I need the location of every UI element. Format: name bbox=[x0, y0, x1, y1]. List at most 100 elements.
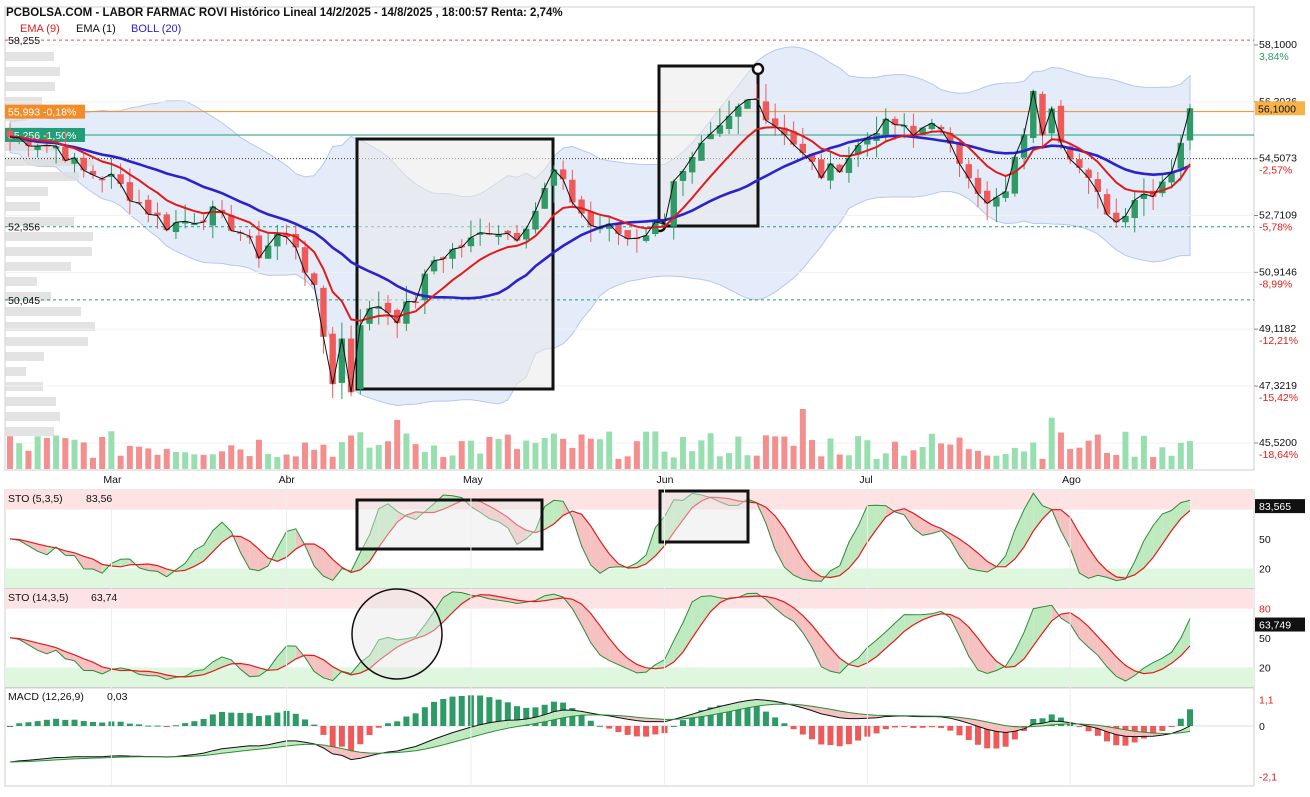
sto-fill bbox=[987, 651, 996, 674]
volume-profile-bar bbox=[5, 187, 48, 196]
volume-bar bbox=[560, 439, 566, 469]
volume-bar bbox=[284, 454, 290, 469]
volume-bar bbox=[182, 452, 188, 469]
volume-bar bbox=[16, 443, 22, 469]
macd-hist-bar bbox=[403, 717, 409, 726]
panel-frame-3 bbox=[5, 688, 1254, 786]
sto1-value: 83,56 bbox=[86, 493, 112, 505]
volume-bar bbox=[201, 455, 207, 469]
sto-overbought-zone bbox=[5, 490, 1254, 510]
volume-bar bbox=[579, 435, 585, 469]
legend-ema1: EMA (1) bbox=[76, 23, 116, 35]
macd-hist-bar bbox=[892, 726, 898, 727]
month-label-1: Abr bbox=[279, 474, 296, 486]
volume-bar bbox=[219, 451, 225, 469]
volume-bar bbox=[588, 439, 594, 469]
macd-hist-bar bbox=[791, 726, 797, 729]
macd-hist-bar bbox=[938, 726, 944, 728]
macd-hist-bar bbox=[671, 726, 677, 727]
macd-hist-bar bbox=[293, 714, 299, 726]
volume-bar bbox=[311, 450, 317, 469]
volume-bar bbox=[1030, 442, 1036, 469]
macd-hist-bar bbox=[606, 726, 612, 729]
volume-bar bbox=[551, 434, 557, 469]
price-tick-label-4: 50,9146 bbox=[1259, 266, 1297, 278]
volume-bar bbox=[929, 434, 935, 469]
volume-bar bbox=[625, 456, 631, 469]
volume-bar bbox=[735, 437, 741, 469]
candle-body bbox=[34, 146, 40, 150]
volume-bar bbox=[901, 456, 907, 469]
volume-bar bbox=[1095, 435, 1101, 469]
volume-bar bbox=[745, 455, 751, 469]
macd-value: 0,03 bbox=[107, 691, 128, 703]
volume-profile-bar bbox=[5, 427, 54, 436]
volume-bar bbox=[1049, 418, 1055, 469]
volume-bar bbox=[348, 435, 354, 469]
volume-bar bbox=[62, 438, 68, 469]
volume-bar bbox=[108, 431, 114, 469]
volume-bar bbox=[800, 409, 806, 469]
macd-hist-bar bbox=[394, 721, 400, 726]
volume-profile-bar bbox=[5, 382, 43, 391]
sto1-tick-1: 20 bbox=[1259, 563, 1271, 575]
sto1-label: STO (5,3,5) bbox=[8, 493, 63, 505]
macd-hist-bar bbox=[763, 712, 769, 726]
macd-hist-bar bbox=[62, 720, 68, 726]
volume-bar bbox=[569, 448, 575, 469]
volume-bars bbox=[7, 409, 1193, 469]
candle-body bbox=[717, 125, 723, 133]
sto-fill bbox=[582, 514, 591, 565]
price-pct-label-3: -5,78% bbox=[1259, 221, 1292, 233]
macd-hist-bar bbox=[35, 721, 41, 726]
volume-bar bbox=[643, 432, 649, 469]
candle-body bbox=[1131, 200, 1137, 218]
macd-hist-bar bbox=[376, 726, 382, 728]
candle-body bbox=[569, 180, 575, 203]
volume-bar bbox=[320, 445, 326, 469]
volume-bar bbox=[1086, 441, 1092, 469]
macd-hist-bar bbox=[477, 696, 483, 726]
volume-bar bbox=[1104, 453, 1110, 469]
macd-hist-bar bbox=[440, 699, 446, 726]
sto1-tick-0: 50 bbox=[1259, 534, 1271, 546]
volume-bar bbox=[1169, 456, 1175, 469]
volume-bar bbox=[1150, 457, 1156, 469]
volume-bar bbox=[634, 441, 640, 469]
volume-bar bbox=[763, 435, 769, 469]
sto-fill bbox=[582, 604, 591, 643]
sto-oversold-zone bbox=[5, 667, 1254, 687]
macd-hist-bar bbox=[339, 726, 345, 747]
macd-hist-bar bbox=[597, 726, 603, 727]
volume-bar bbox=[1178, 443, 1184, 469]
macd-hist-bar bbox=[191, 721, 197, 726]
level-label-1: 55,993 -0,18% bbox=[8, 107, 76, 119]
candle-body bbox=[81, 158, 87, 170]
volume-bar bbox=[957, 438, 963, 469]
candle-body bbox=[302, 247, 308, 273]
volume-bar bbox=[1113, 455, 1119, 469]
macd-hist-bar bbox=[357, 726, 363, 744]
volume-profile-bar bbox=[5, 172, 79, 181]
volume-bar bbox=[864, 440, 870, 469]
month-label-4: Jul bbox=[859, 474, 872, 486]
candle-body bbox=[265, 245, 271, 258]
macd-hist-bar bbox=[1076, 726, 1082, 727]
macd-hist-bar bbox=[957, 726, 963, 735]
sto-fill bbox=[794, 544, 803, 580]
sto-fill bbox=[904, 615, 913, 632]
candle-body bbox=[366, 308, 372, 323]
price-pct-label-2: -2,57% bbox=[1259, 165, 1292, 177]
sto-fill bbox=[240, 536, 249, 568]
macd-hist-bar bbox=[588, 721, 594, 726]
volume-bar bbox=[191, 454, 197, 469]
volume-bar bbox=[7, 436, 13, 469]
volume-bar bbox=[72, 440, 78, 469]
macd-hist-bar bbox=[413, 713, 419, 726]
volume-bar bbox=[781, 437, 787, 469]
candle-body bbox=[883, 119, 889, 136]
volume-bar bbox=[827, 438, 833, 469]
macd-hist-bar bbox=[486, 697, 492, 726]
volume-bar bbox=[1058, 433, 1064, 469]
volume-profile-bar bbox=[5, 202, 40, 211]
